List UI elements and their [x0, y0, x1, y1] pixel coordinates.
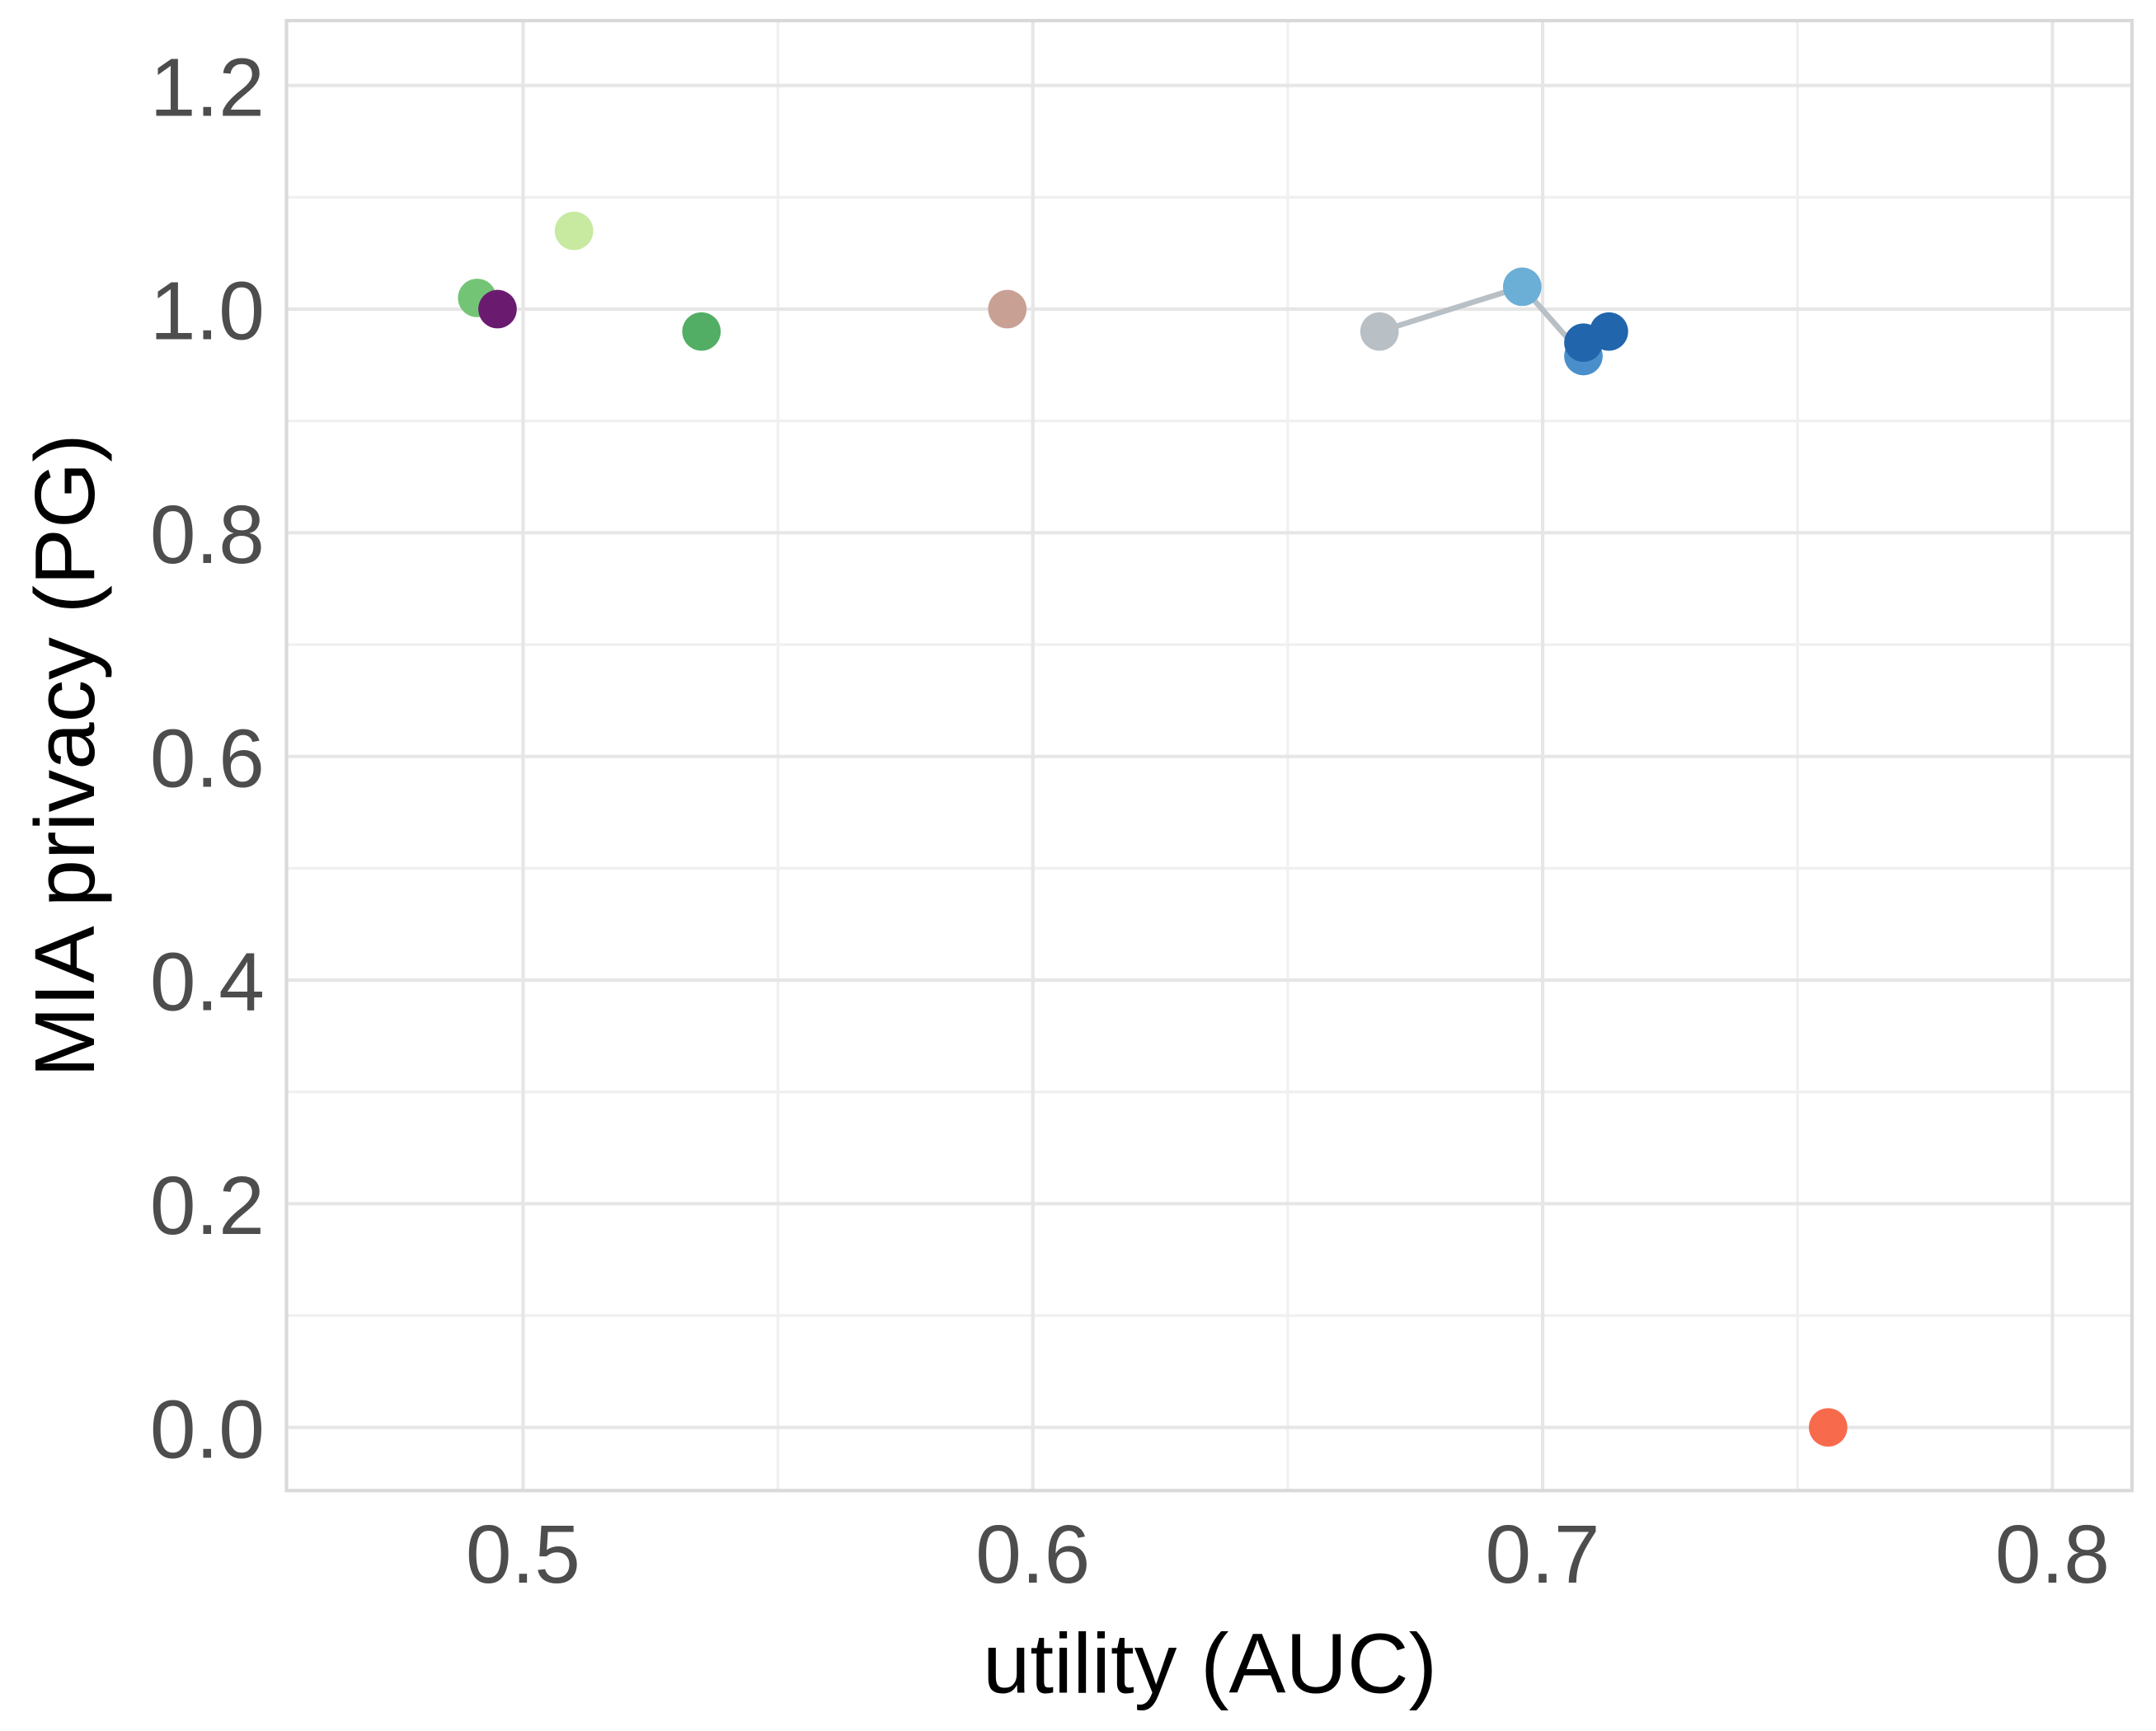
y-tick-label: 0.8 [150, 489, 265, 581]
point [1502, 267, 1542, 307]
y-tick-label: 0.4 [150, 936, 265, 1029]
point [1808, 1408, 1848, 1447]
point [1590, 312, 1628, 351]
x-tick-label: 0.5 [466, 1508, 580, 1601]
x-tick-label: 0.7 [1486, 1508, 1600, 1601]
point [988, 289, 1027, 329]
x-tick-label: 0.6 [975, 1508, 1090, 1601]
x-tick-label: 0.8 [1995, 1508, 2110, 1601]
point [1360, 312, 1399, 351]
point [682, 312, 721, 351]
x-axis-title: utility (AUC) [983, 1615, 1437, 1710]
y-tick-label: 0.2 [150, 1160, 265, 1252]
y-tick-label: 1.2 [150, 41, 265, 134]
y-tick-label: 0.0 [150, 1383, 265, 1475]
y-tick-label: 1.0 [150, 265, 265, 358]
y-tick-label: 0.6 [150, 712, 265, 805]
plot-border [284, 18, 2134, 1493]
y-axis-title: MIA privacy (PG) [16, 434, 112, 1077]
point [478, 289, 517, 329]
point [554, 211, 594, 251]
